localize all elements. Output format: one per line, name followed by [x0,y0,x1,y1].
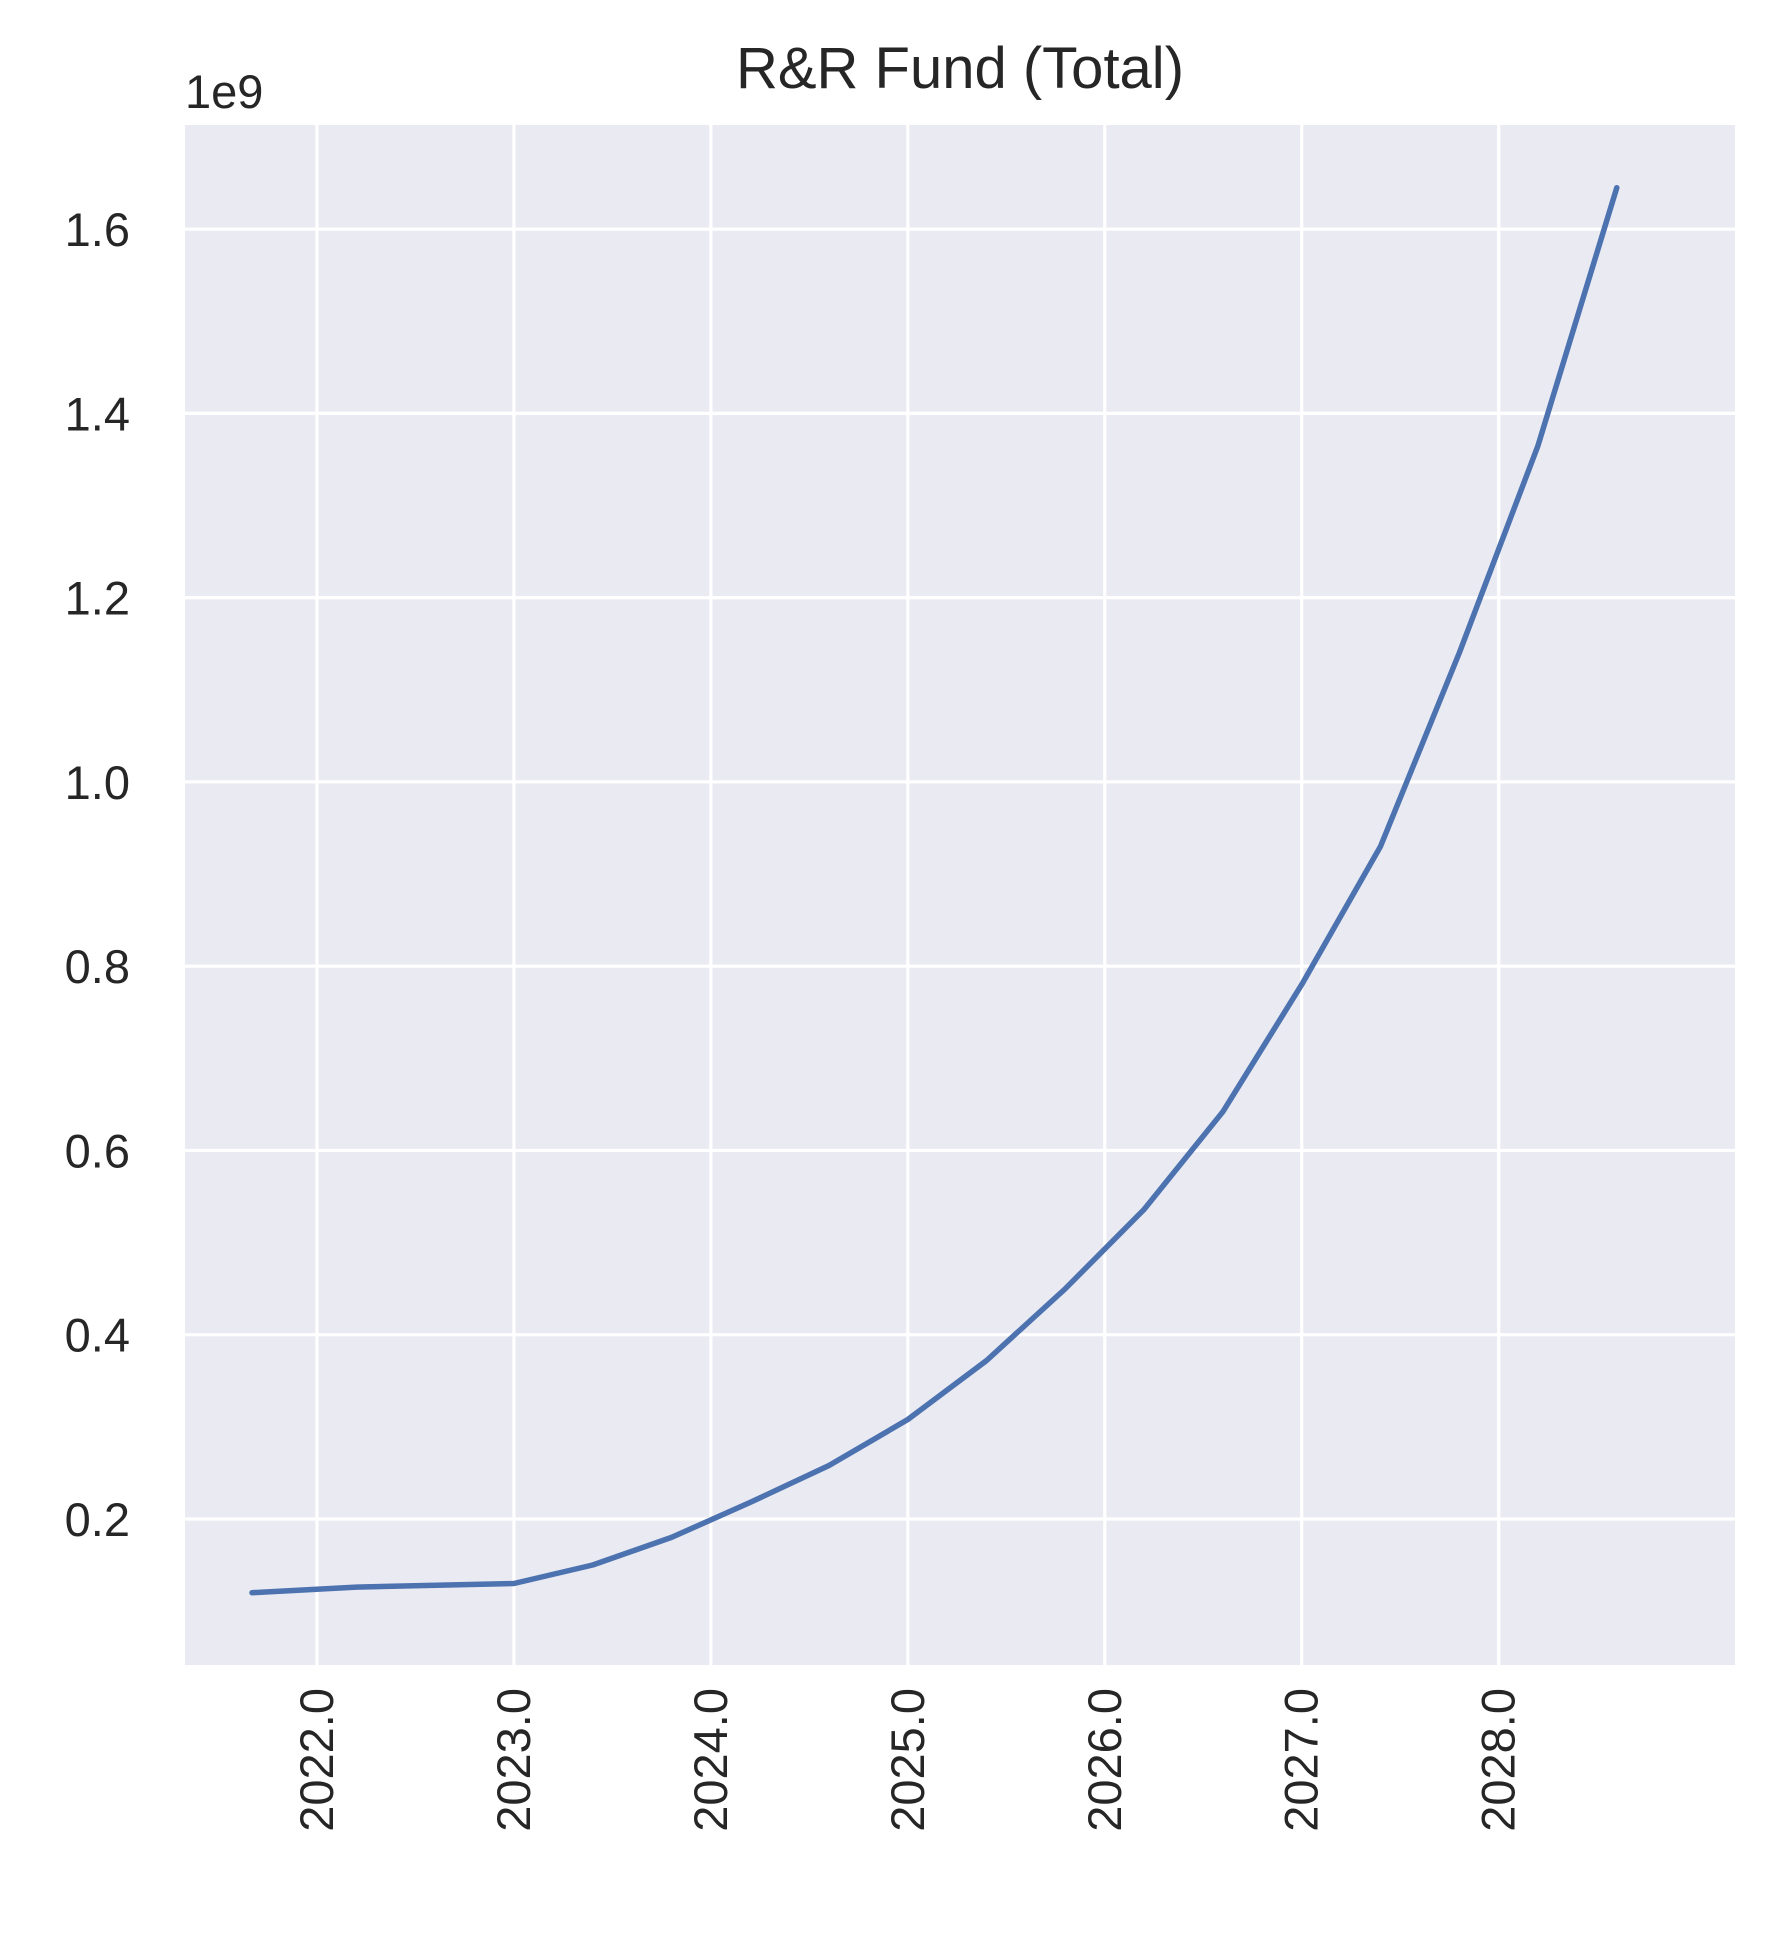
series-line [249,184,1620,1596]
x-tick-label: 2022.0 [290,1688,343,1832]
y-tick-label: 1.2 [65,572,130,625]
y-tick-label: 0.2 [65,1493,130,1546]
y-axis: 0.2 0.4 0.6 0.8 1.0 1.2 1.4 1.6 [65,203,130,1546]
y-offset-label: 1e9 [185,65,263,118]
x-tick-label: 2028.0 [1472,1688,1525,1832]
y-tick-label: 0.8 [65,940,130,993]
x-tick-label: 2026.0 [1078,1688,1131,1832]
y-tick-label: 0.4 [65,1309,130,1362]
chart-title: R&R Fund (Total) [736,36,1184,101]
x-tick-label: 2027.0 [1275,1688,1328,1832]
x-tick-label: 2025.0 [881,1688,934,1832]
x-axis: 2022.0 2023.0 2024.0 2025.0 2026.0 2027.0 2028… [290,1688,1525,1832]
series-layer [249,184,1620,1596]
y-tick-label: 1.4 [65,387,130,440]
x-tick-label: 2023.0 [487,1688,540,1832]
x-tick-label: 2024.0 [684,1688,737,1832]
y-tick-label: 1.6 [65,203,130,256]
grid [185,125,1735,1665]
plot-area [185,125,1735,1665]
y-tick-label: 1.0 [65,756,130,809]
y-tick-label: 0.6 [65,1124,130,1177]
